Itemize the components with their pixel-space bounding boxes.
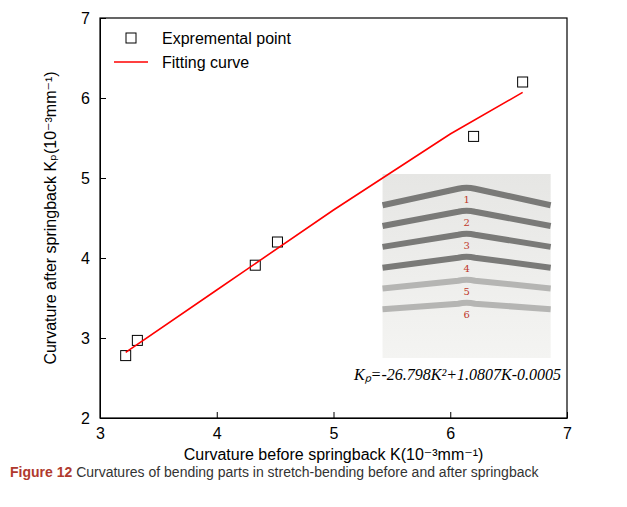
y-tick: 7	[81, 10, 106, 27]
legend-item: Fitting curve	[114, 54, 249, 71]
x-axis: 3 4 5 6 7	[96, 412, 572, 442]
y-axis-title: Curvature after springback Kₚ(10⁻³mm⁻¹)	[42, 71, 59, 364]
inset-label: 2	[463, 217, 469, 228]
y-tick: 5	[81, 170, 106, 187]
x-tick-mark	[450, 412, 451, 418]
x-axis-line	[101, 418, 568, 419]
x-tick: 5	[330, 412, 339, 442]
x-tick-mark	[217, 412, 218, 418]
y-tick-mark	[100, 258, 106, 259]
y-tick: 4	[81, 250, 106, 267]
y-tick: 6	[81, 90, 106, 107]
equation: Kₚ=-26.798K²+1.0807K-0.0005	[353, 366, 561, 384]
plot-frame	[100, 18, 567, 418]
y-axis-line	[100, 19, 101, 419]
y-tick: 3	[81, 330, 106, 347]
inset-label: 5	[463, 286, 469, 297]
inset-label: 3	[463, 240, 469, 251]
marks	[121, 77, 528, 361]
legend: Expremental point Fitting curve	[114, 30, 292, 71]
x-tick: 6	[446, 412, 455, 442]
y-tick-label: 3	[81, 330, 90, 347]
inset-strip	[383, 188, 551, 206]
data-point	[518, 77, 528, 87]
x-tick-mark	[334, 412, 335, 418]
y-axis: 2 3 4 5 6 7	[81, 10, 106, 427]
legend-label: Expremental point	[162, 30, 292, 47]
x-tick-label: 3	[96, 425, 105, 442]
y-tick-mark	[100, 338, 106, 339]
chart: 34567234567Curvature before springback K…	[0, 0, 627, 507]
y-tick-mark	[100, 98, 106, 99]
x-tick: 7	[563, 412, 572, 442]
legend-label: Fitting curve	[162, 54, 249, 71]
y-tick-mark	[100, 418, 106, 419]
x-tick-label: 4	[213, 425, 222, 442]
inset-label: 6	[463, 309, 469, 320]
y-tick-label: 4	[81, 250, 90, 267]
caption: Figure 12 Curvatures of bending parts in…	[10, 464, 539, 480]
y-tick-label: 7	[81, 10, 90, 27]
x-tick-label: 6	[446, 425, 455, 442]
legend-swatch	[126, 33, 136, 43]
x-tick-label: 5	[330, 425, 339, 442]
inset-label: 1	[463, 194, 469, 205]
legend-swatch	[114, 61, 148, 63]
inset-label: 4	[463, 263, 469, 274]
y-tick-mark	[100, 18, 106, 19]
fitting-line	[126, 92, 523, 352]
y-tick-label: 5	[81, 170, 90, 187]
x-axis-title: Curvature before springback K(10⁻³mm⁻¹)	[184, 446, 484, 463]
x-tick: 4	[213, 412, 222, 442]
x-tick-label: 7	[563, 425, 572, 442]
y-tick: 2	[81, 410, 106, 427]
x-tick-mark	[567, 412, 568, 418]
inset-ground	[383, 174, 551, 358]
y-tick-label: 6	[81, 90, 90, 107]
legend-item: Expremental point	[126, 30, 292, 47]
inset-photo: 1 2 3 4 5 6	[383, 174, 551, 358]
data-point	[469, 131, 479, 141]
y-tick-mark	[100, 178, 106, 179]
y-tick-label: 2	[81, 410, 90, 427]
